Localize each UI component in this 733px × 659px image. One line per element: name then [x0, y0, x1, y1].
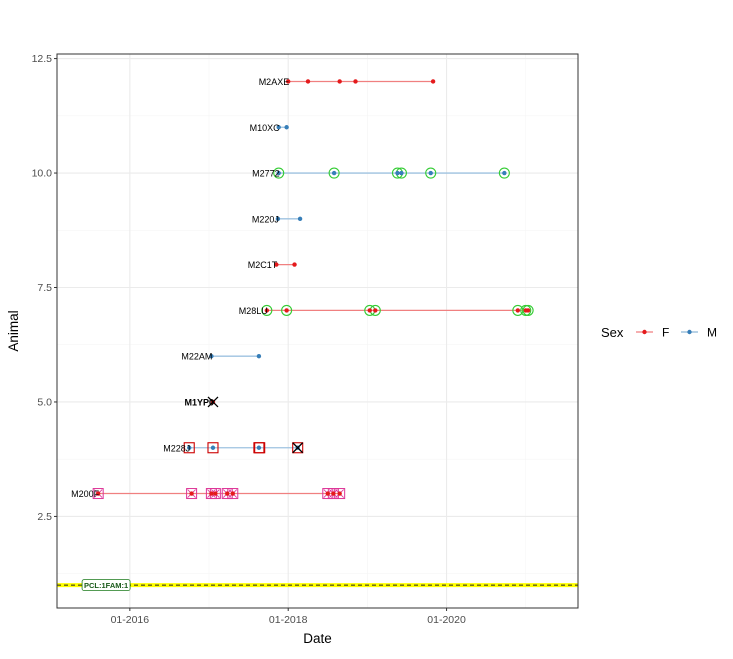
data-point-m2772 [428, 170, 433, 176]
pink-square-marker-m200f [186, 488, 198, 500]
data-point-m220j [297, 216, 303, 222]
death-marker-m1yp0 [207, 396, 219, 408]
data-point-m200f [209, 491, 214, 496]
data-point-m28lu [367, 308, 372, 313]
circle-marker-m2772 [425, 167, 437, 179]
data-point-m10xc [276, 125, 281, 130]
data-point-m2axe [286, 79, 291, 84]
legend-label-f: F [662, 326, 669, 340]
legend-key-point-m [687, 329, 692, 335]
data-point-m22am [256, 353, 262, 359]
x-axis-title: Date [303, 631, 332, 646]
square-marker-m228j [254, 442, 266, 454]
series-markers [92, 79, 534, 500]
data-point-m10xc [284, 125, 289, 130]
y-tick-label: 10.0 [32, 168, 53, 180]
data-point-m28lu [264, 308, 270, 313]
data-point-m28lu [525, 308, 531, 313]
data-point-m200f [95, 491, 101, 496]
data-point-m2axe [337, 79, 342, 84]
data-point-m2772 [331, 170, 337, 176]
data-point-m2772 [399, 170, 404, 176]
series-label-m2axe: M2AXE [259, 77, 290, 87]
data-point-m2axe [353, 79, 358, 84]
circle-marker-m2772 [498, 167, 510, 179]
square-marker-m228j [207, 442, 219, 454]
data-point-m2c1t [292, 262, 297, 267]
data-point-m2axe [305, 79, 311, 84]
data-point-m200f [189, 491, 194, 496]
data-point-m22am [209, 353, 214, 359]
data-point-m2772 [276, 170, 281, 176]
death-marker-m228j [292, 442, 304, 454]
data-point-m200f [230, 491, 235, 496]
series-labels: M2AXE M10XC M2772 M220J M2C1T M28LU M22AM M1YP0… [71, 77, 289, 499]
legend-label-m: M [707, 326, 717, 340]
series-label-m220j: M220J [252, 214, 279, 224]
legend-key-point-f [642, 329, 647, 335]
y-tick-label: 7.5 [37, 282, 52, 294]
circle-marker-m28lu [261, 304, 273, 316]
series-label-m228j: M228J [163, 443, 190, 453]
series-label-m22am: M22AM [181, 352, 212, 362]
circle-marker-m28lu [281, 304, 293, 316]
x-tick-label: 01-2020 [427, 614, 466, 626]
data-point-m200f [337, 491, 342, 496]
square-marker-m228j [183, 442, 195, 454]
pink-square-marker-m200f [92, 488, 104, 500]
reference-label-box [81, 579, 131, 592]
data-point-m200f [213, 491, 218, 496]
data-point-m2c1t [274, 262, 279, 267]
reference-line-layer: PCL:1FAM:1 [57, 579, 578, 592]
data-point-m220j [275, 216, 281, 222]
circle-marker-m2772 [328, 167, 340, 179]
data-point-m28lu [373, 308, 378, 313]
data-point-m200f [325, 491, 330, 496]
data-point-m2772 [395, 170, 400, 176]
data-point-m228j [256, 445, 262, 450]
series-label-m200f: M200F [71, 489, 100, 499]
y-tick-label: 2.5 [37, 511, 52, 523]
y-axis-title: Animal [6, 310, 21, 351]
circle-marker-m28lu [522, 304, 534, 316]
panel-border [56, 53, 579, 609]
data-point-m28lu [515, 308, 521, 313]
x-tick-label: 01-2018 [269, 614, 308, 626]
plot-panel [57, 54, 578, 608]
legend-title: Sex [601, 325, 624, 340]
series-label-m2c1t: M2C1T [248, 260, 278, 270]
reference-label: PCL:1FAM:1 [84, 581, 128, 590]
series-label-m28lu: M28LU [239, 306, 268, 316]
y-tick-label: 12.5 [32, 53, 53, 65]
data-point-m2axe [430, 79, 436, 84]
data-point-m228j [210, 445, 216, 450]
data-point-m28lu [284, 308, 289, 313]
series-lines [98, 80, 529, 495]
data-point-m200f [331, 491, 336, 496]
legend[interactable]: Sex F M [601, 325, 717, 340]
data-point-m2772 [502, 170, 507, 176]
grid-layer [57, 54, 578, 608]
x-tick-label: 01-2016 [111, 614, 150, 626]
data-point-m200f [225, 491, 230, 496]
data-point-m228j [187, 445, 192, 450]
series-label-m1yp0: M1YP0 [184, 397, 214, 407]
y-tick-label: 5.0 [37, 396, 52, 408]
square-marker-m228j [292, 442, 304, 454]
series-label-m2772: M2772 [252, 169, 280, 179]
axes: 2.5 5.0 7.5 10.0 12.5 01-2016 01-2018 01-2020 Da… [6, 53, 579, 646]
circle-marker-m2772 [273, 167, 285, 179]
series-label-m10xc: M10XC [250, 123, 281, 133]
